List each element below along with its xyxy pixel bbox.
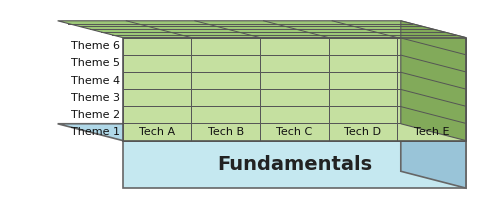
- Text: Theme 2: Theme 2: [71, 110, 120, 120]
- Polygon shape: [260, 38, 329, 55]
- Text: Theme 3: Theme 3: [71, 93, 120, 103]
- Text: Tech C: Tech C: [276, 127, 313, 137]
- Polygon shape: [397, 123, 466, 141]
- Polygon shape: [397, 55, 466, 72]
- Polygon shape: [191, 55, 260, 72]
- Polygon shape: [397, 72, 466, 89]
- Polygon shape: [191, 38, 260, 55]
- Polygon shape: [123, 89, 191, 106]
- Polygon shape: [191, 72, 260, 89]
- Polygon shape: [329, 55, 397, 72]
- Polygon shape: [123, 123, 191, 141]
- Text: Tech B: Tech B: [207, 127, 244, 137]
- Polygon shape: [397, 89, 466, 106]
- Polygon shape: [123, 38, 191, 55]
- Text: Theme 1: Theme 1: [71, 127, 120, 137]
- Polygon shape: [329, 89, 397, 106]
- Polygon shape: [260, 89, 329, 106]
- Polygon shape: [58, 124, 466, 141]
- Polygon shape: [123, 106, 191, 123]
- Polygon shape: [401, 124, 466, 188]
- Polygon shape: [260, 55, 329, 72]
- Polygon shape: [329, 72, 397, 89]
- Polygon shape: [397, 38, 466, 55]
- Polygon shape: [191, 123, 260, 141]
- Polygon shape: [329, 123, 397, 141]
- Polygon shape: [191, 89, 260, 106]
- Text: Tech E: Tech E: [414, 127, 449, 137]
- Polygon shape: [260, 72, 329, 89]
- Polygon shape: [397, 106, 466, 123]
- Polygon shape: [260, 123, 329, 141]
- Polygon shape: [123, 55, 191, 72]
- Polygon shape: [329, 106, 397, 123]
- Text: Theme 6: Theme 6: [71, 41, 120, 51]
- Text: Theme 5: Theme 5: [71, 58, 120, 68]
- Polygon shape: [123, 72, 191, 89]
- Polygon shape: [191, 106, 260, 123]
- Polygon shape: [58, 21, 466, 38]
- Text: Tech A: Tech A: [139, 127, 175, 137]
- Text: Theme 4: Theme 4: [71, 75, 120, 86]
- Polygon shape: [329, 38, 397, 55]
- Polygon shape: [260, 106, 329, 123]
- Polygon shape: [401, 21, 466, 141]
- Polygon shape: [123, 141, 466, 188]
- Text: Fundamentals: Fundamentals: [217, 155, 372, 174]
- Text: Tech D: Tech D: [345, 127, 381, 137]
